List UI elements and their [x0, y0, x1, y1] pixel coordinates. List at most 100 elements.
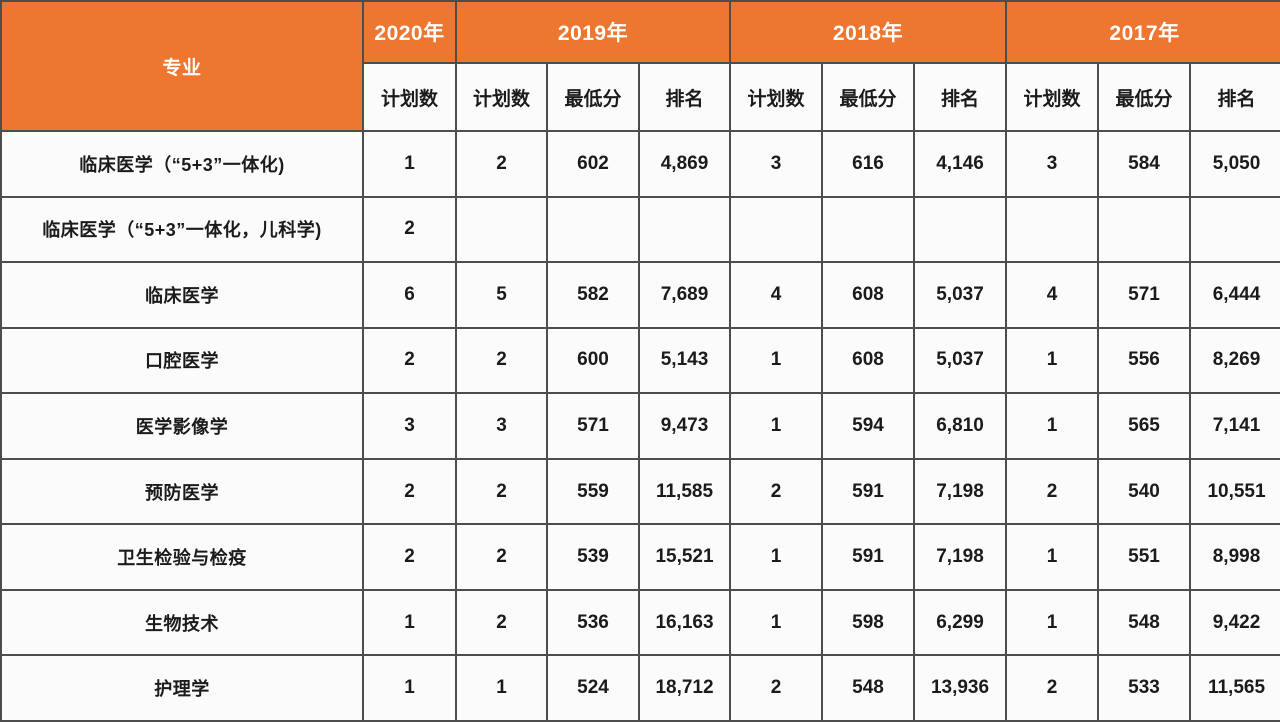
value-cell: 11,565: [1189, 654, 1280, 722]
value-cell: [1097, 195, 1191, 264]
value-cell: 4: [729, 261, 823, 329]
value-cell: 565: [1097, 392, 1191, 460]
value-cell: 2: [455, 326, 548, 395]
value-cell: 539: [546, 523, 640, 591]
value-cell: 2: [455, 523, 548, 591]
table-row: 临床医学（“5+3”一体化) 1 2 602 4,869 3 616 4,146…: [0, 130, 1280, 198]
value-cell: 5,037: [913, 261, 1007, 329]
value-cell: 15,521: [638, 523, 731, 591]
value-cell: 1: [1005, 523, 1099, 591]
value-cell: 582: [546, 261, 640, 329]
value-cell: 9,422: [1189, 588, 1280, 657]
subheader-minscore-2018: 最低分: [821, 62, 915, 132]
year-header-2017: 2017年: [1005, 0, 1280, 64]
value-cell: 2: [362, 457, 457, 526]
subheader-plan-2018: 计划数: [729, 62, 823, 132]
subheader-plan-2017: 计划数: [1005, 62, 1099, 132]
value-cell: 551: [1097, 523, 1191, 591]
value-cell: 11,585: [638, 457, 731, 526]
value-cell: 2: [362, 326, 457, 395]
table-row: 卫生检验与检疫 2 2 539 15,521 1 591 7,198 1 551…: [0, 523, 1280, 591]
major-cell: 临床医学: [0, 261, 364, 329]
value-cell: 1: [362, 130, 457, 198]
major-cell: 卫生检验与检疫: [0, 523, 364, 591]
value-cell: 1: [729, 326, 823, 395]
value-cell: 1: [729, 523, 823, 591]
value-cell: [455, 195, 548, 264]
year-header-2020: 2020年: [362, 0, 457, 64]
year-header-row: 专业 2020年 2019年 2018年 2017年: [0, 0, 1280, 132]
value-cell: 6: [362, 261, 457, 329]
value-cell: 548: [1097, 588, 1191, 657]
value-cell: 571: [546, 392, 640, 460]
major-cell: 临床医学（“5+3”一体化): [0, 130, 364, 198]
value-cell: 6,444: [1189, 261, 1280, 329]
table-row: 临床医学 6 5 582 7,689 4 608 5,037 4 571 6,4…: [0, 261, 1280, 329]
subheader-rank-2019: 排名: [638, 62, 731, 132]
major-column-header: 专业: [0, 0, 364, 132]
year-header-2019: 2019年: [455, 0, 731, 64]
value-cell: 2: [729, 457, 823, 526]
value-cell: 7,689: [638, 261, 731, 329]
year-header-2018: 2018年: [729, 0, 1007, 64]
value-cell: 548: [821, 654, 915, 722]
value-cell: 2: [362, 523, 457, 591]
major-cell: 口腔医学: [0, 326, 364, 395]
value-cell: [638, 195, 731, 264]
table-row: 医学影像学 3 3 571 9,473 1 594 6,810 1 565 7,…: [0, 392, 1280, 460]
value-cell: 608: [821, 326, 915, 395]
value-cell: 1: [1005, 588, 1099, 657]
value-cell: 1: [729, 392, 823, 460]
value-cell: 2: [1005, 457, 1099, 526]
table-row: 口腔医学 2 2 600 5,143 1 608 5,037 1 556 8,2…: [0, 326, 1280, 395]
value-cell: 18,712: [638, 654, 731, 722]
value-cell: 4,869: [638, 130, 731, 198]
value-cell: 556: [1097, 326, 1191, 395]
major-cell: 临床医学（“5+3”一体化，儿科学): [0, 195, 364, 264]
table-row: 预防医学 2 2 559 11,585 2 591 7,198 2 540 10…: [0, 457, 1280, 526]
value-cell: 608: [821, 261, 915, 329]
value-cell: 591: [821, 523, 915, 591]
value-cell: 1: [1005, 392, 1099, 460]
value-cell: 4,146: [913, 130, 1007, 198]
subheader-rank-2018: 排名: [913, 62, 1007, 132]
value-cell: 3: [455, 392, 548, 460]
value-cell: 2: [455, 457, 548, 526]
major-cell: 医学影像学: [0, 392, 364, 460]
value-cell: 2: [455, 130, 548, 198]
subheader-minscore-2017: 最低分: [1097, 62, 1191, 132]
sub-header-row: 计划数 计划数 最低分 排名 计划数 最低分 排名 计划数 最低分 排名: [1, 62, 1280, 132]
major-cell: 护理学: [0, 654, 364, 722]
value-cell: 3: [1005, 130, 1099, 198]
major-cell: 生物技术: [0, 588, 364, 657]
table-row: 生物技术 1 2 536 16,163 1 598 6,299 1 548 9,…: [0, 588, 1280, 657]
value-cell: 8,269: [1189, 326, 1280, 395]
value-cell: 1: [362, 654, 457, 722]
value-cell: 10,551: [1189, 457, 1280, 526]
value-cell: 594: [821, 392, 915, 460]
value-cell: 584: [1097, 130, 1191, 198]
value-cell: 1: [1005, 326, 1099, 395]
value-cell: [1005, 195, 1099, 264]
value-cell: [913, 195, 1007, 264]
value-cell: [821, 195, 915, 264]
value-cell: 600: [546, 326, 640, 395]
value-cell: 2: [729, 654, 823, 722]
value-cell: 1: [362, 588, 457, 657]
value-cell: 1: [729, 588, 823, 657]
value-cell: 571: [1097, 261, 1191, 329]
subheader-rank-2017: 排名: [1189, 62, 1280, 132]
value-cell: 7,198: [913, 523, 1007, 591]
value-cell: 540: [1097, 457, 1191, 526]
value-cell: 616: [821, 130, 915, 198]
value-cell: 536: [546, 588, 640, 657]
value-cell: 6,299: [913, 588, 1007, 657]
value-cell: 16,163: [638, 588, 731, 657]
value-cell: 2: [362, 195, 457, 264]
subheader-plan-2019: 计划数: [455, 62, 548, 132]
value-cell: 602: [546, 130, 640, 198]
value-cell: 13,936: [913, 654, 1007, 722]
value-cell: 8,998: [1189, 523, 1280, 591]
value-cell: 3: [729, 130, 823, 198]
